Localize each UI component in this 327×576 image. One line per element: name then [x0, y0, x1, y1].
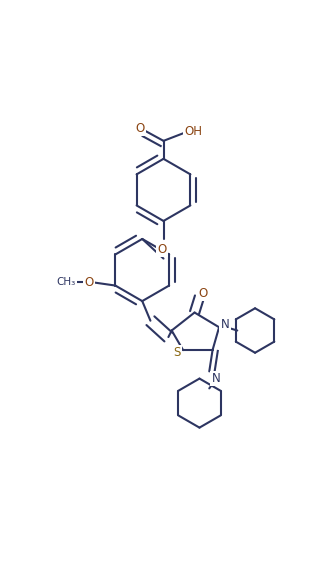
Text: N: N — [221, 318, 229, 331]
Text: OH: OH — [184, 124, 202, 138]
Text: O: O — [157, 243, 166, 256]
Text: CH₃: CH₃ — [56, 277, 75, 287]
Text: O: O — [85, 276, 94, 289]
Text: N: N — [212, 372, 220, 385]
Text: S: S — [174, 346, 181, 359]
Text: O: O — [199, 287, 208, 300]
Text: O: O — [135, 122, 144, 135]
